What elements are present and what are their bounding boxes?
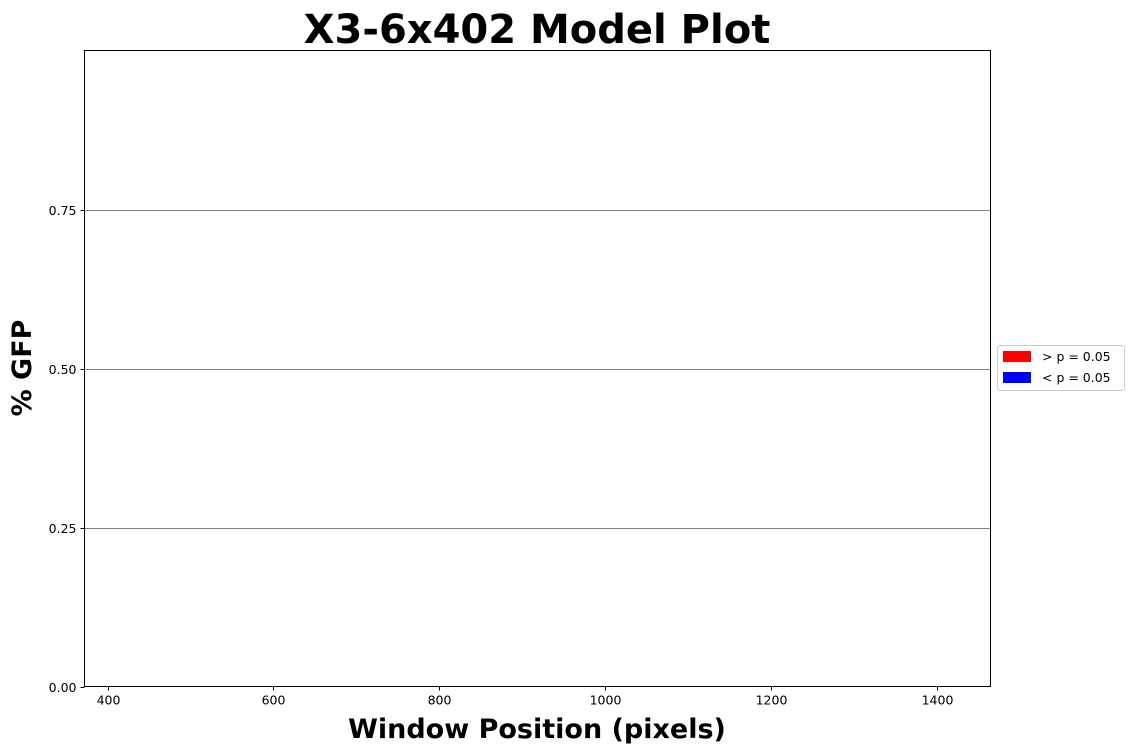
plot-area-frame: [84, 50, 991, 687]
legend-label-below: < p = 0.05: [1042, 370, 1111, 385]
x-axis-ticks: 400 600 800 1000 1200 1400: [97, 686, 954, 708]
x-axis-label: Window Position (pixels): [348, 714, 726, 745]
legend-label-above: > p = 0.05: [1042, 349, 1111, 364]
legend: > p = 0.05 < p = 0.05: [997, 345, 1125, 391]
y-axis-ticks: 0.00 0.25 0.50 0.75: [49, 203, 85, 695]
x-tick-label: 600: [262, 693, 286, 708]
x-tick-label: 800: [428, 693, 452, 708]
y-tick-label: 0.75: [49, 203, 77, 218]
chart-title: X3-6x402 Model Plot: [304, 7, 771, 53]
x-tick-label: 1200: [756, 693, 788, 708]
x-tick-label: 1400: [922, 693, 954, 708]
y-tick-label: 0.25: [49, 521, 77, 536]
y-axis-label: % GFP: [7, 320, 38, 417]
legend-swatch-below: [1003, 372, 1031, 383]
legend-swatch-above: [1003, 351, 1031, 362]
x-tick-label: 400: [97, 693, 121, 708]
y-tick-label: 0.50: [49, 362, 77, 377]
y-tick-label: 0.00: [49, 680, 77, 695]
x-tick-label: 1000: [590, 693, 622, 708]
grid-lines: [84, 210, 991, 529]
